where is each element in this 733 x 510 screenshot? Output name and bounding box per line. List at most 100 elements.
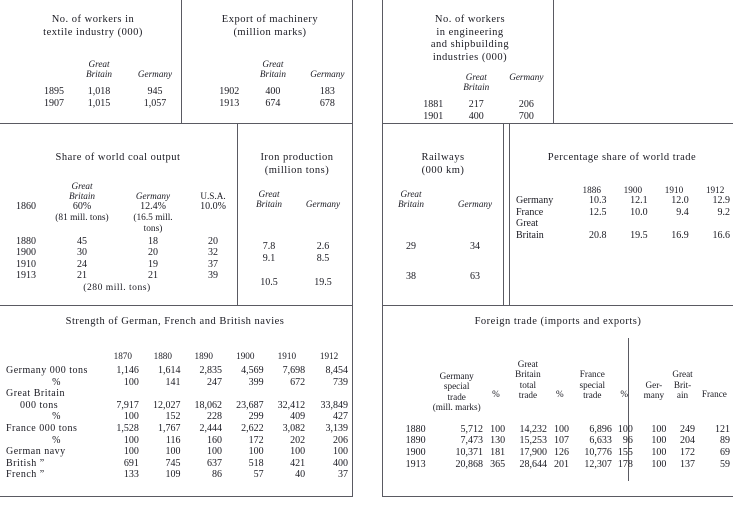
railways-title-line2: (000 km) xyxy=(421,164,465,176)
world-trade-r2-label2: Britain xyxy=(516,229,544,241)
machinery-col-gb-line1: Great xyxy=(262,59,284,69)
panel-textile-workers: No. of workers in textile industry (000)… xyxy=(8,14,178,110)
railways-r1-gb: 38 xyxy=(406,271,416,282)
iron-r2-de: 19.5 xyxy=(314,276,332,288)
machinery-title-line1: Export of machinery xyxy=(221,14,319,25)
engineering-title-line1: No. of workers xyxy=(434,14,506,25)
ft-r1-gb: 15,253 xyxy=(519,435,547,447)
navies-r1-v4: 672 xyxy=(290,376,306,388)
table-row: % 100 141 247 399 672 739 xyxy=(6,377,348,389)
coal-col-de: Germany xyxy=(135,190,171,201)
coal-r2-year: 1900 xyxy=(16,247,36,259)
navies-r6-v3: 172 xyxy=(248,434,264,446)
navies-r5-label: France 000 tons xyxy=(6,423,78,435)
ft-head-de-0: Germany xyxy=(439,370,474,381)
navies-r1-v5: 739 xyxy=(333,376,348,388)
navies-r3-v3: 23,687 xyxy=(236,399,264,411)
ft-r0-pct-gb: 100 xyxy=(554,423,570,435)
coal-note-de-1860-b: tons) xyxy=(143,224,163,235)
machinery-r1-gb: 674 xyxy=(265,98,281,109)
navies-r4-v3: 299 xyxy=(248,411,264,423)
navies-r8-v3: 518 xyxy=(248,457,264,469)
panel-iron-production: Iron production (million tons) Great Brit… xyxy=(246,152,348,288)
ft-r2-de: 10,371 xyxy=(455,447,484,459)
navies-r7-v5: 100 xyxy=(333,446,348,458)
coal-r3-us: 37 xyxy=(208,258,218,270)
navies-r8-label: British ” xyxy=(6,457,45,469)
engineering-col-de: Germany xyxy=(509,72,544,82)
table-row: French ” 133 109 86 57 40 37 xyxy=(6,469,348,481)
navies-r8-v1: 745 xyxy=(165,457,181,469)
navies-r5-v1: 1,767 xyxy=(157,423,181,435)
table-row: 1880 5,712 100 14,232 100 6,896 100 100 … xyxy=(400,424,730,436)
navies-r9-label: French ” xyxy=(6,469,45,481)
navies-r0-label: Germany 000 tons xyxy=(6,365,88,377)
panel-engineering-workers: No. of workers in engineering and shipbu… xyxy=(392,14,548,123)
coal-r4-gb: 21 xyxy=(77,270,87,282)
ft-r3-fr: 12,307 xyxy=(584,458,612,470)
ft-r3-pct-de: 365 xyxy=(490,458,506,470)
panel-world-trade: Percentage share of world trade 1886 190… xyxy=(514,152,730,241)
coal-r1-us: 20 xyxy=(208,235,218,247)
engineering-header-row: Great Britain Germany xyxy=(414,72,548,92)
ft-head-idx-fr: France xyxy=(701,389,727,400)
ft-r1-idx-de: 100 xyxy=(651,435,667,447)
navies-r0-v3: 4,569 xyxy=(241,365,264,377)
navies-title: Strength of German, French and British n… xyxy=(65,316,285,327)
ft-r1-fr: 6,633 xyxy=(589,435,612,447)
machinery-header-row: Great Britain Germany xyxy=(208,59,350,79)
world-trade-table: 1886 1900 1910 1912 Germany 10.3 12.1 12… xyxy=(516,185,730,242)
navies-header-row: 1870 1880 1890 1900 1910 1912 xyxy=(6,351,348,362)
textile-title-line2: textile industry (000) xyxy=(43,26,143,38)
table-row: 000 tons 7,917 12,027 18,062 23,687 32,4… xyxy=(6,400,348,412)
engineering-title-line4: industries (000) xyxy=(432,51,508,63)
railways-table: Great Britain Germany 29 34 38 63 xyxy=(388,189,500,283)
table-row: German navy 100 100 100 100 100 100 xyxy=(6,446,348,458)
engineering-r1-year: 1901 xyxy=(423,111,444,122)
navies-r5-v5: 3,139 xyxy=(325,423,349,435)
ft-r3-idx-de: 100 xyxy=(651,458,667,470)
iron-r1-gb: 9.1 xyxy=(262,253,276,264)
coal-col-gb-line1: Great xyxy=(71,180,93,191)
panel-navies: Strength of German, French and British n… xyxy=(2,316,348,481)
textile-col-de: Germany xyxy=(137,69,173,80)
table-row: 1895 1,018 945 xyxy=(30,86,178,98)
table-row: 1902 400 183 xyxy=(208,86,350,98)
ft-r0-fr: 6,896 xyxy=(589,423,612,435)
world-trade-r1-v3: 9.2 xyxy=(717,206,731,218)
ft-r2-pct-de: 181 xyxy=(490,447,506,459)
navies-r3-v5: 33,849 xyxy=(320,399,349,411)
ft-r0-idx-de: 100 xyxy=(651,423,667,435)
coal-r4-us: 39 xyxy=(208,270,218,282)
table-row: Great xyxy=(516,218,730,230)
ft-r0-pct-de: 100 xyxy=(490,423,506,435)
ft-head-gb-2: total xyxy=(519,379,537,390)
coal-r2-us: 32 xyxy=(208,247,218,259)
ft-r2-pct-gb: 126 xyxy=(554,447,570,459)
iron-r1-de: 8.5 xyxy=(316,253,330,264)
coal-r4-de: 21 xyxy=(148,270,158,282)
textile-r0-year: 1895 xyxy=(44,86,64,98)
textile-table: Great Britain Germany 1895 1,018 945 1907… xyxy=(30,59,178,110)
coal-r0-gb: 60% xyxy=(72,200,92,212)
navies-r3-v4: 32,412 xyxy=(277,399,306,411)
ft-head-pct1: % xyxy=(492,389,500,400)
engineering-r1-gb: 400 xyxy=(468,111,484,122)
navies-r4-v1: 152 xyxy=(165,411,181,423)
rule-h-mid-left xyxy=(0,305,352,306)
ft-r0-gb: 14,232 xyxy=(519,423,547,435)
table-row: 1913 20,868 365 28,644 201 12,307 178 10… xyxy=(400,459,730,471)
navies-r2-label: Great Britain xyxy=(6,388,65,400)
coal-note-row-1860: (81 mill. tons) (16.5 mill. xyxy=(6,213,234,225)
ft-r2-pct-fr: 155 xyxy=(617,447,633,459)
textile-r1-de: 1,057 xyxy=(143,98,167,109)
table-row: France 000 tons 1,528 1,767 2,444 2,622 … xyxy=(6,423,348,435)
coal-r0-de: 12.4% xyxy=(140,200,166,212)
rule-v-engineering-right xyxy=(553,0,554,124)
rule-v-railways-right-a xyxy=(503,124,504,306)
textile-header-row: Great Britain Germany xyxy=(30,59,178,79)
textile-r1-gb: 1,015 xyxy=(87,98,111,109)
world-trade-r2-v1: 19.5 xyxy=(630,229,648,241)
engineering-title-line2: in engineering xyxy=(436,26,504,38)
